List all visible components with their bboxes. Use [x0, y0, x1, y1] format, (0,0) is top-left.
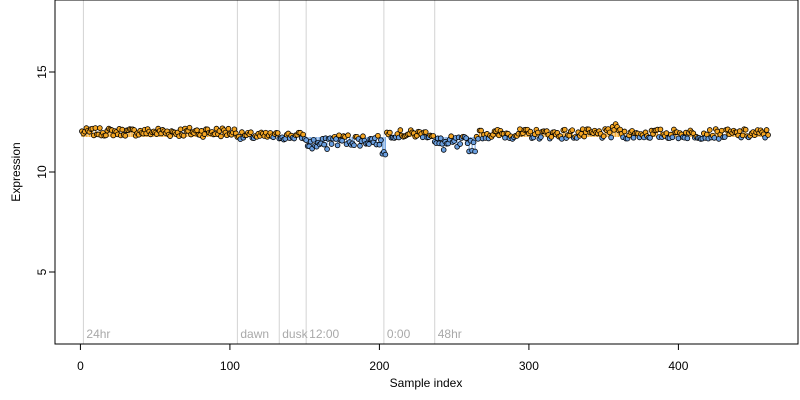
data-point	[721, 134, 728, 140]
data-point	[669, 134, 676, 141]
data-point	[765, 132, 771, 138]
data-point	[457, 141, 463, 147]
data-point	[711, 135, 718, 141]
x-tick-label: 200	[369, 359, 389, 373]
data-point	[300, 131, 306, 138]
data-point	[167, 133, 173, 139]
x-axis: 0 100 200 300 400	[77, 344, 689, 373]
data-point	[621, 128, 628, 135]
data-point	[345, 132, 351, 139]
data-point	[630, 134, 637, 141]
data-point	[180, 132, 187, 139]
y-axis-label: Expression	[9, 142, 23, 201]
y-axis: 5 10 15	[35, 65, 55, 275]
x-tick-label: 0	[77, 359, 84, 373]
y-tick-label: 10	[35, 165, 49, 179]
data-point	[472, 148, 478, 155]
data-point	[97, 125, 103, 131]
data-point	[606, 129, 613, 136]
data-point	[463, 135, 469, 141]
data-point	[437, 135, 444, 142]
y-tick-label: 15	[35, 65, 49, 79]
data-point	[324, 146, 330, 152]
data-point	[527, 128, 534, 135]
data-point	[92, 125, 99, 131]
data-point	[739, 132, 746, 139]
data-point	[201, 131, 208, 137]
data-point	[321, 141, 327, 148]
data-point	[538, 134, 544, 140]
data-point	[419, 134, 426, 141]
data-point	[647, 135, 653, 141]
data-point	[194, 127, 200, 133]
phase-label: 12:00	[309, 327, 339, 341]
data-point	[387, 129, 393, 136]
data-point	[376, 141, 383, 148]
x-tick-label: 300	[519, 359, 539, 373]
data-point	[122, 132, 129, 139]
data-point	[718, 127, 725, 134]
phase-lines	[82, 0, 436, 344]
data-point	[608, 134, 614, 141]
data-points	[79, 121, 771, 158]
phase-label: 0:00	[387, 327, 411, 341]
data-point	[382, 151, 389, 158]
data-point	[274, 130, 281, 136]
data-point	[657, 126, 664, 133]
phase-label: dawn	[240, 327, 269, 341]
data-point	[336, 132, 342, 139]
data-point	[310, 137, 317, 143]
data-point	[328, 141, 335, 147]
data-point	[684, 135, 691, 142]
data-point	[558, 136, 565, 142]
data-point	[375, 132, 381, 139]
x-tick-label: 400	[668, 359, 688, 373]
data-point	[736, 128, 743, 134]
data-point	[303, 137, 309, 143]
data-point	[535, 129, 541, 136]
data-point	[475, 136, 481, 142]
data-point	[470, 139, 477, 146]
data-point	[430, 133, 437, 139]
data-point	[397, 127, 404, 133]
data-point	[548, 134, 555, 140]
data-point	[334, 142, 341, 149]
data-point	[366, 141, 372, 147]
data-point	[103, 132, 109, 139]
data-point	[186, 124, 193, 131]
data-point	[763, 127, 770, 133]
phase-label: 48hr	[438, 327, 462, 341]
data-point	[378, 137, 384, 143]
data-point	[119, 126, 126, 133]
data-point	[448, 133, 454, 140]
data-point	[225, 125, 232, 132]
x-axis-label: Sample index	[390, 376, 463, 390]
data-point	[561, 126, 568, 133]
phase-labels: 24hr dawn dusk 12:00 0:00 48hr	[86, 327, 461, 341]
data-point	[218, 133, 224, 140]
data-point	[478, 127, 484, 134]
y-tick-label: 5	[35, 268, 49, 275]
data-point	[663, 130, 670, 136]
data-point	[351, 142, 357, 149]
data-point	[440, 147, 447, 153]
data-point	[569, 127, 576, 133]
data-point	[600, 133, 607, 139]
plot-frame	[54, 0, 799, 345]
data-point	[706, 127, 713, 133]
data-point	[742, 126, 749, 133]
data-point	[248, 129, 254, 136]
x-tick-label: 100	[220, 359, 240, 373]
phase-label: dusk	[282, 327, 308, 341]
data-point	[422, 129, 429, 135]
data-point	[357, 143, 363, 149]
data-point	[177, 126, 184, 133]
phase-label: 24hr	[86, 327, 110, 341]
